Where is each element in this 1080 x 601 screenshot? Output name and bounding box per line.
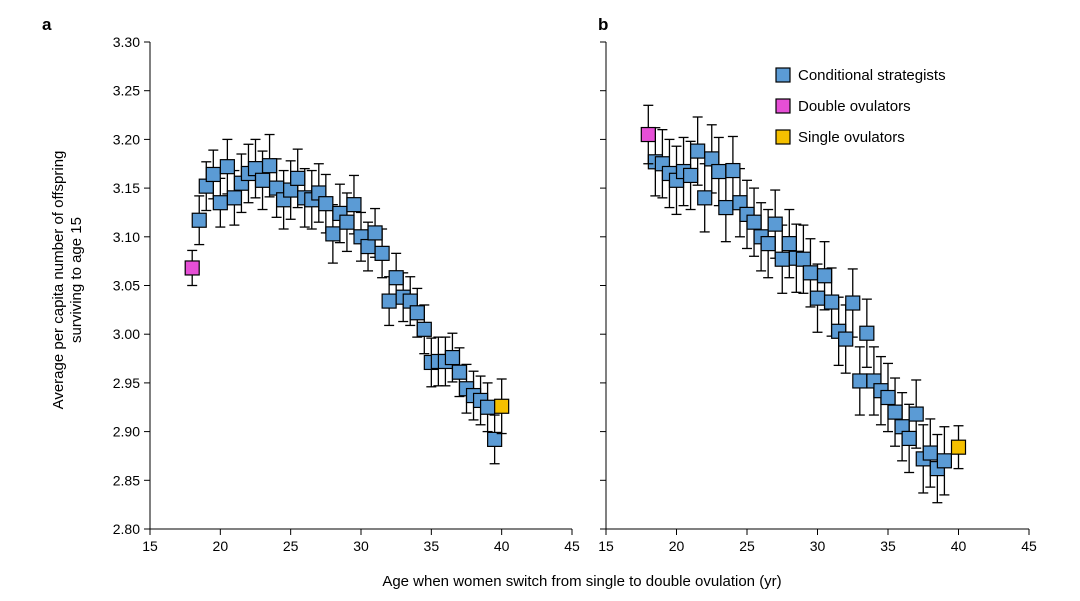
data-point-conditional-strategists bbox=[682, 167, 699, 184]
x-tick-label-b: 25 bbox=[739, 538, 755, 554]
x-axis-title: Age when women switch from single to dou… bbox=[382, 573, 781, 590]
data-point-conditional-strategists bbox=[212, 195, 228, 211]
y-tick-label: 2.90 bbox=[113, 424, 140, 440]
data-point-conditional-strategists bbox=[816, 268, 833, 284]
y-tick-label: 3.00 bbox=[113, 326, 140, 342]
data-point-double-ovulators bbox=[184, 260, 200, 276]
data-point-conditional-strategists bbox=[261, 158, 278, 174]
y-axis-title-line1: Average per capita number of offspring bbox=[50, 151, 67, 410]
data-point-conditional-strategists bbox=[704, 151, 720, 167]
data-point-conditional-strategists bbox=[325, 226, 341, 242]
data-point-conditional-strategists bbox=[205, 166, 221, 183]
data-point-conditional-strategists bbox=[859, 325, 875, 341]
x-tick-label-a: 30 bbox=[353, 538, 369, 554]
data-point-conditional-strategists bbox=[487, 431, 503, 447]
data-point-conditional-strategists bbox=[725, 162, 741, 179]
data-point-conditional-strategists bbox=[451, 364, 468, 380]
panel-b-plot: 15 20 25 30 35 40 45 bbox=[598, 41, 1037, 554]
data-point-conditional-strategists bbox=[845, 295, 861, 311]
data-point-conditional-strategists bbox=[360, 238, 376, 255]
data-point-conditional-strategists bbox=[718, 199, 734, 216]
y-tick-label: 3.20 bbox=[113, 131, 140, 147]
x-tick-label-a: 25 bbox=[283, 538, 299, 554]
y-tick-label: 2.85 bbox=[113, 472, 140, 488]
data-point-single-ovulators bbox=[950, 439, 967, 455]
y-tick-label: 3.15 bbox=[113, 180, 140, 196]
data-point-conditional-strategists bbox=[254, 172, 271, 188]
data-point-conditional-strategists bbox=[802, 265, 819, 281]
y-tick-label: 3.25 bbox=[113, 83, 140, 99]
legend-marker bbox=[775, 67, 791, 83]
data-point-conditional-strategists bbox=[795, 251, 812, 267]
data-point-conditional-strategists bbox=[767, 216, 783, 232]
data-point-conditional-strategists bbox=[781, 236, 797, 252]
data-point-conditional-strategists bbox=[346, 197, 362, 213]
y-tick-label: 2.95 bbox=[113, 375, 140, 391]
data-point-conditional-strategists bbox=[219, 159, 235, 175]
data-point-conditional-strategists bbox=[746, 214, 762, 230]
data-point-conditional-strategists bbox=[852, 373, 868, 389]
panel-letter-b: b bbox=[598, 15, 608, 34]
data-point-double-ovulators bbox=[640, 126, 656, 143]
data-point-conditional-strategists bbox=[290, 170, 306, 186]
data-point-conditional-strategists bbox=[409, 305, 425, 321]
data-point-conditional-strategists bbox=[838, 331, 854, 347]
x-tick-label-a: 40 bbox=[494, 538, 510, 554]
data-point-conditional-strategists bbox=[191, 212, 207, 228]
data-point-conditional-strategists bbox=[809, 290, 826, 306]
data-point-conditional-strategists bbox=[388, 270, 404, 286]
data-point-conditional-strategists bbox=[922, 445, 938, 461]
data-point-conditional-strategists bbox=[901, 430, 917, 447]
x-tick-label-b: 45 bbox=[1021, 538, 1037, 554]
data-point-conditional-strategists bbox=[367, 225, 383, 241]
legend: Conditional strategists Double ovulators S… bbox=[775, 67, 946, 146]
legend-marker bbox=[775, 129, 791, 145]
legend-label: Single ovulators bbox=[798, 129, 905, 146]
data-point-conditional-strategists bbox=[880, 389, 896, 406]
data-point-conditional-strategists bbox=[339, 214, 355, 230]
legend-label: Double ovulators bbox=[798, 98, 911, 115]
x-tick-label-a: 15 bbox=[142, 538, 158, 554]
x-tick-label-a: 20 bbox=[213, 538, 229, 554]
data-point-conditional-strategists bbox=[887, 404, 903, 420]
y-tick-label: 3.30 bbox=[113, 34, 140, 50]
x-tick-label-b: 35 bbox=[880, 538, 896, 554]
data-point-single-ovulators bbox=[494, 398, 510, 414]
data-point-conditional-strategists bbox=[711, 163, 727, 180]
data-point-conditional-strategists bbox=[690, 143, 706, 159]
x-tick-label-b: 30 bbox=[810, 538, 826, 554]
data-point-conditional-strategists bbox=[416, 321, 432, 337]
y-tick-label: 3.10 bbox=[113, 229, 140, 245]
data-point-conditional-strategists bbox=[444, 349, 461, 366]
legend-label: Conditional strategists bbox=[798, 67, 946, 84]
panel-a-plot: 15 20 25 30 35 40 45 2.80 2.85 2.90 2.95 3.00 3.05 3.… bbox=[113, 34, 580, 554]
data-point-conditional-strategists bbox=[374, 245, 390, 261]
y-tick-label: 3.05 bbox=[113, 278, 140, 294]
data-point-conditional-strategists bbox=[908, 406, 924, 422]
x-tick-label-b: 40 bbox=[951, 538, 967, 554]
legend-marker bbox=[775, 98, 791, 114]
data-point-conditional-strategists bbox=[226, 190, 242, 206]
data-point-conditional-strategists bbox=[318, 196, 334, 212]
data-point-conditional-strategists bbox=[760, 236, 776, 252]
y-axis-title-line2: surviving to age 15 bbox=[68, 217, 85, 343]
panel-letter-a: a bbox=[42, 15, 52, 34]
x-tick-label-b: 15 bbox=[598, 538, 614, 554]
data-point-conditional-strategists bbox=[480, 399, 496, 415]
data-point-conditional-strategists bbox=[823, 294, 840, 310]
data-point-conditional-strategists bbox=[936, 453, 953, 469]
x-tick-label-a: 45 bbox=[564, 538, 580, 554]
data-point-conditional-strategists bbox=[381, 293, 397, 309]
x-tick-label-a: 35 bbox=[424, 538, 440, 554]
x-tick-label-b: 20 bbox=[669, 538, 685, 554]
data-point-conditional-strategists bbox=[774, 251, 790, 267]
y-tick-label: 2.80 bbox=[113, 521, 140, 537]
data-point-conditional-strategists bbox=[697, 190, 713, 206]
